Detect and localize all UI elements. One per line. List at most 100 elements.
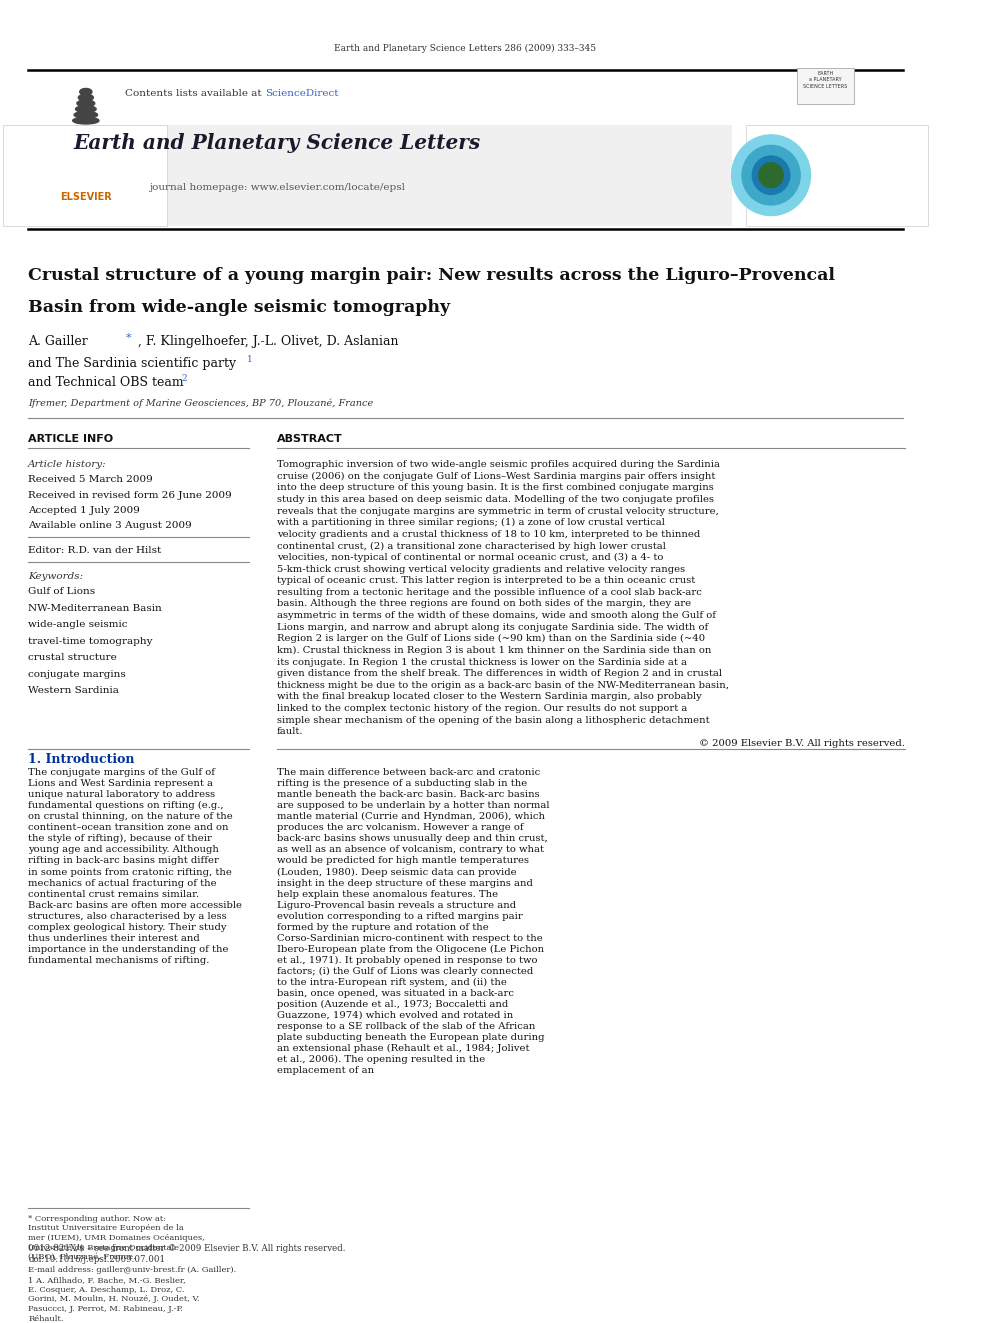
Text: young age and accessibility. Although: young age and accessibility. Although [28,845,219,855]
Text: basin, once opened, was situated in a back-arc: basin, once opened, was situated in a ba… [277,988,514,998]
FancyBboxPatch shape [746,126,928,226]
Text: complex geological history. Their study: complex geological history. Their study [28,922,226,931]
Text: crustal structure: crustal structure [28,654,117,662]
Text: importance in the understanding of the: importance in the understanding of the [28,945,228,954]
Text: Institut Universitaire Européen de la: Institut Universitaire Européen de la [28,1225,184,1233]
Text: Keywords:: Keywords: [28,572,83,581]
Text: basin. Although the three regions are found on both sides of the margin, they ar: basin. Although the three regions are fo… [277,599,690,609]
Text: Ibero-European plate from the Oligocene (Le Pichon: Ibero-European plate from the Oligocene … [277,945,544,954]
Circle shape [752,156,790,194]
Text: its conjugate. In Region 1 the crustal thickness is lower on the Sardinia side a: its conjugate. In Region 1 the crustal t… [277,658,686,667]
Text: evolution corresponding to a rifted margins pair: evolution corresponding to a rifted marg… [277,912,523,921]
Text: 2: 2 [182,374,186,382]
Text: thickness might be due to the origin as a back-arc basin of the NW-Mediterranean: thickness might be due to the origin as … [277,681,729,689]
Text: linked to the complex tectonic history of the region. Our results do not support: linked to the complex tectonic history o… [277,704,687,713]
Text: fundamental mechanisms of rifting.: fundamental mechanisms of rifting. [28,955,209,964]
Text: ARTICLE INFO: ARTICLE INFO [28,434,113,445]
Text: continental crust remains similar.: continental crust remains similar. [28,889,199,898]
Text: mantle beneath the back-arc basin. Back-arc basins: mantle beneath the back-arc basin. Back-… [277,790,540,799]
Text: Ifremer, Department of Marine Geosciences, BP 70, Plouzané, France: Ifremer, Department of Marine Geoscience… [28,400,373,409]
Text: E-mail address: gailler@univ-brest.fr (A. Gailler).: E-mail address: gailler@univ-brest.fr (A… [28,1266,236,1274]
Text: as well as an absence of volcanism, contrary to what: as well as an absence of volcanism, cont… [277,845,544,855]
Text: ScienceDirect: ScienceDirect [266,90,339,98]
FancyBboxPatch shape [798,67,854,105]
Text: Lions and West Sardinia represent a: Lions and West Sardinia represent a [28,779,213,789]
Text: The main difference between back-arc and cratonic: The main difference between back-arc and… [277,769,540,777]
Text: Gorini, M. Moulin, H. Nouzé, J. Oudet, V.: Gorini, M. Moulin, H. Nouzé, J. Oudet, V… [28,1295,199,1303]
Text: resulting from a tectonic heritage and the possible influence of a cool slab bac: resulting from a tectonic heritage and t… [277,587,701,597]
Text: Contents lists available at: Contents lists available at [125,90,265,98]
Text: Corso-Sardinian micro-continent with respect to the: Corso-Sardinian micro-continent with res… [277,934,543,943]
Text: Liguro-Provencal basin reveals a structure and: Liguro-Provencal basin reveals a structu… [277,901,516,910]
Text: * Corresponding author. Now at:: * Corresponding author. Now at: [28,1215,167,1222]
Text: Available online 3 August 2009: Available online 3 August 2009 [28,521,191,531]
Text: (Louden, 1980). Deep seismic data can provide: (Louden, 1980). Deep seismic data can pr… [277,868,517,877]
Text: velocities, non-typical of continental or normal oceanic crust, and (3) a 4- to: velocities, non-typical of continental o… [277,553,663,562]
Text: journal homepage: www.elsevier.com/locate/epsl: journal homepage: www.elsevier.com/locat… [149,184,405,192]
Text: Back-arc basins are often more accessible: Back-arc basins are often more accessibl… [28,901,242,910]
FancyBboxPatch shape [21,126,732,226]
Text: travel-time tomography: travel-time tomography [28,636,153,646]
Text: Lions margin, and narrow and abrupt along its conjugate Sardinia side. The width: Lions margin, and narrow and abrupt alon… [277,623,708,631]
Text: rifting in back-arc basins might differ: rifting in back-arc basins might differ [28,856,219,865]
Text: fundamental questions on rifting (e.g.,: fundamental questions on rifting (e.g., [28,802,224,811]
Text: 1 A. Afilhado, F. Bache, M.-G. Beslier,: 1 A. Afilhado, F. Bache, M.-G. Beslier, [28,1277,186,1285]
Text: Gulf of Lions: Gulf of Lions [28,587,95,597]
Text: Basin from wide-angle seismic tomography: Basin from wide-angle seismic tomography [28,299,450,316]
Text: *: * [126,332,132,343]
Text: continent–ocean transition zone and on: continent–ocean transition zone and on [28,823,228,832]
Ellipse shape [79,89,92,95]
Text: Pasuccci, J. Perrot, M. Rabineau, J.-P.: Pasuccci, J. Perrot, M. Rabineau, J.-P. [28,1304,184,1312]
Text: EARTH
a PLANETARY
SCIENCE LETTERS: EARTH a PLANETARY SCIENCE LETTERS [804,71,847,89]
Text: Editor: R.D. van der Hilst: Editor: R.D. van der Hilst [28,546,162,556]
Text: et al., 1971). It probably opened in response to two: et al., 1971). It probably opened in res… [277,955,538,964]
Text: The conjugate margins of the Gulf of: The conjugate margins of the Gulf of [28,769,215,777]
Text: typical of oceanic crust. This latter region is interpreted to be a thin oceanic: typical of oceanic crust. This latter re… [277,577,695,585]
Circle shape [762,165,781,185]
Text: 5-km-thick crust showing vertical velocity gradients and relative velocity range: 5-km-thick crust showing vertical veloci… [277,565,684,574]
Text: in some points from cratonic rifting, the: in some points from cratonic rifting, th… [28,868,232,877]
Text: continental crust, (2) a transitional zone characterised by high lower crustal: continental crust, (2) a transitional zo… [277,541,666,550]
Circle shape [742,146,801,205]
Text: emplacement of an: emplacement of an [277,1066,374,1076]
Text: response to a SE rollback of the slab of the African: response to a SE rollback of the slab of… [277,1021,535,1031]
Text: unique natural laboratory to address: unique natural laboratory to address [28,790,215,799]
Text: 1: 1 [247,355,252,364]
Circle shape [759,163,784,188]
Ellipse shape [77,101,95,107]
Ellipse shape [78,94,93,101]
Text: structures, also characterised by a less: structures, also characterised by a less [28,912,227,921]
Text: ELSEVIER: ELSEVIER [60,192,112,202]
Circle shape [732,135,810,216]
FancyBboxPatch shape [3,126,167,226]
Text: et al., 2006). The opening resulted in the: et al., 2006). The opening resulted in t… [277,1054,485,1064]
Text: plate subducting beneath the European plate during: plate subducting beneath the European pl… [277,1033,545,1043]
Ellipse shape [74,111,97,118]
Text: A. Gailler: A. Gailler [28,335,88,348]
Text: thus underlines their interest and: thus underlines their interest and [28,934,200,943]
Text: velocity gradients and a crustal thickness of 18 to 10 km, interpreted to be thi: velocity gradients and a crustal thickne… [277,529,700,538]
Text: are supposed to be underlain by a hotter than normal: are supposed to be underlain by a hotter… [277,802,550,810]
Text: Earth and Planetary Science Letters: Earth and Planetary Science Letters [73,134,480,153]
Text: asymmetric in terms of the width of these domains, wide and smooth along the Gul: asymmetric in terms of the width of thes… [277,611,715,620]
Text: cruise (2006) on the conjugate Gulf of Lions–West Sardinia margins pair offers i: cruise (2006) on the conjugate Gulf of L… [277,472,715,480]
Text: Region 2 is larger on the Gulf of Lions side (~90 km) than on the Sardinia side : Region 2 is larger on the Gulf of Lions … [277,634,705,643]
Text: Western Sardinia: Western Sardinia [28,687,119,695]
Text: with the final breakup located closer to the Western Sardinia margin, also proba: with the final breakup located closer to… [277,692,701,701]
Text: Tomographic inversion of two wide-angle seismic profiles acquired during the Sar: Tomographic inversion of two wide-angle … [277,460,720,470]
Text: © 2009 Elsevier B.V. All rights reserved.: © 2009 Elsevier B.V. All rights reserved… [699,738,906,747]
Text: study in this area based on deep seismic data. Modelling of the two conjugate pr: study in this area based on deep seismic… [277,495,713,504]
Text: Réhault.: Réhault. [28,1315,63,1323]
Text: Crustal structure of a young margin pair: New results across the Liguro–Provenca: Crustal structure of a young margin pair… [28,267,835,284]
Text: Received in revised form 26 June 2009: Received in revised form 26 June 2009 [28,491,232,500]
Text: conjugate margins: conjugate margins [28,669,126,679]
Text: reveals that the conjugate margins are symmetric in term of crustal velocity str: reveals that the conjugate margins are s… [277,507,718,516]
Text: Accepted 1 July 2009: Accepted 1 July 2009 [28,505,140,515]
Text: and Technical OBS team: and Technical OBS team [28,376,184,389]
Text: mechanics of actual fracturing of the: mechanics of actual fracturing of the [28,878,217,888]
Text: to the intra-European rift system, and (ii) the: to the intra-European rift system, and (… [277,978,507,987]
Text: fault.: fault. [277,728,304,736]
Text: formed by the rupture and rotation of the: formed by the rupture and rotation of th… [277,922,488,931]
Text: Guazzone, 1974) which evolved and rotated in: Guazzone, 1974) which evolved and rotate… [277,1011,513,1020]
Text: simple shear mechanism of the opening of the basin along a lithospheric detachme: simple shear mechanism of the opening of… [277,716,709,725]
